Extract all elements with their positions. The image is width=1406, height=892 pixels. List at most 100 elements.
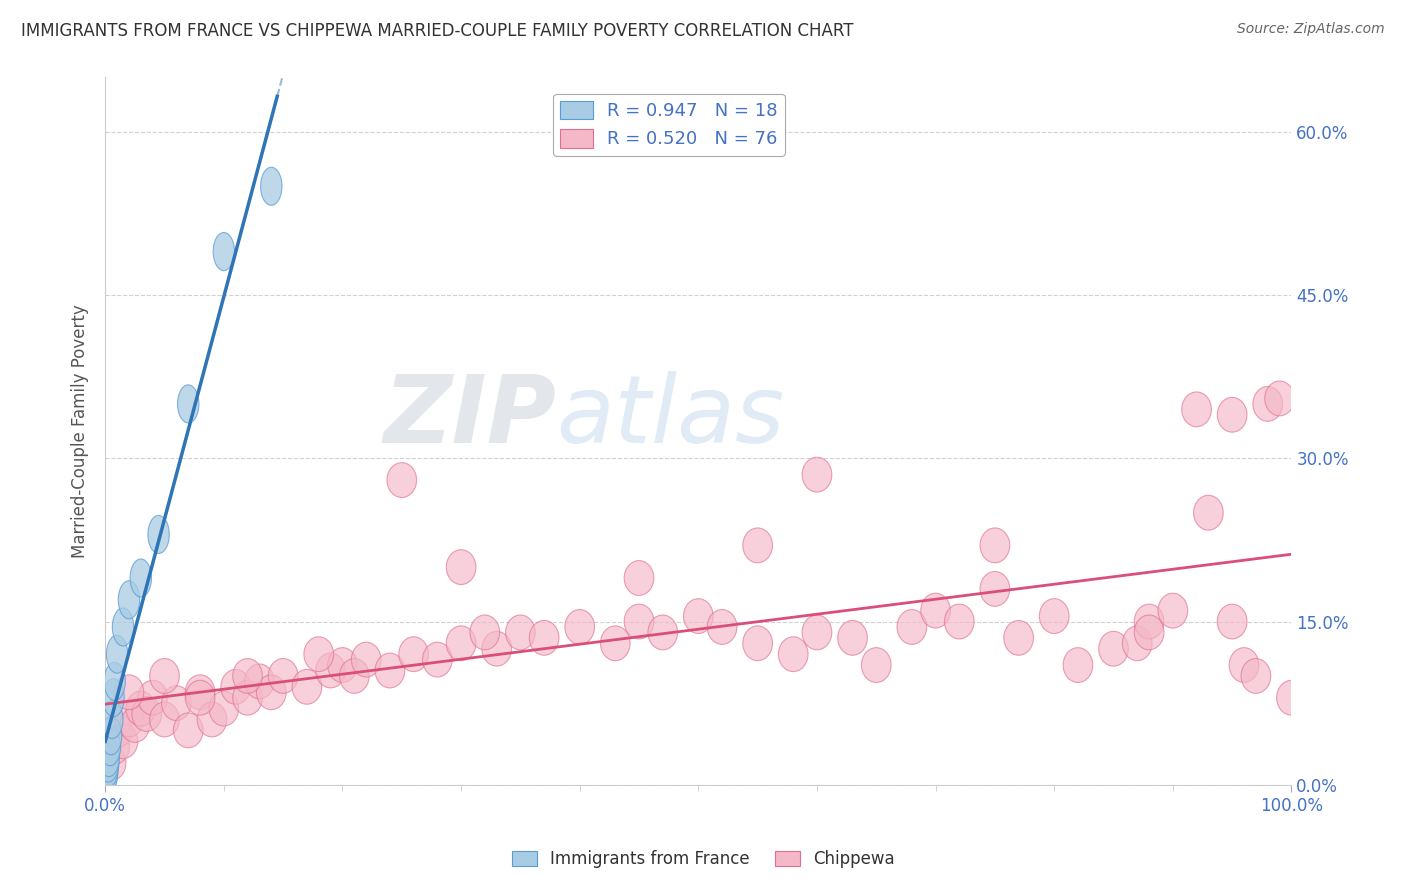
Ellipse shape <box>114 675 143 710</box>
Ellipse shape <box>103 679 124 717</box>
Ellipse shape <box>120 707 149 742</box>
Ellipse shape <box>446 549 475 584</box>
Ellipse shape <box>838 621 868 656</box>
Ellipse shape <box>742 528 772 563</box>
Ellipse shape <box>173 713 202 747</box>
Ellipse shape <box>779 637 808 672</box>
Ellipse shape <box>1218 604 1247 639</box>
Ellipse shape <box>1229 648 1258 682</box>
Text: IMMIGRANTS FROM FRANCE VS CHIPPEWA MARRIED-COUPLE FAMILY POVERTY CORRELATION CHA: IMMIGRANTS FROM FRANCE VS CHIPPEWA MARRI… <box>21 22 853 40</box>
Ellipse shape <box>506 615 536 649</box>
Ellipse shape <box>1159 593 1188 628</box>
Ellipse shape <box>387 463 416 498</box>
Ellipse shape <box>162 686 191 721</box>
Ellipse shape <box>399 637 429 672</box>
Ellipse shape <box>980 528 1010 563</box>
Ellipse shape <box>423 642 453 677</box>
Ellipse shape <box>101 700 122 739</box>
Ellipse shape <box>980 572 1010 607</box>
Ellipse shape <box>138 681 167 715</box>
Ellipse shape <box>112 608 134 646</box>
Ellipse shape <box>233 658 263 693</box>
Ellipse shape <box>1135 604 1164 639</box>
Ellipse shape <box>221 669 250 704</box>
Ellipse shape <box>118 581 139 619</box>
Ellipse shape <box>1253 386 1282 421</box>
Ellipse shape <box>707 609 737 644</box>
Ellipse shape <box>316 653 346 688</box>
Text: atlas: atlas <box>555 371 785 462</box>
Ellipse shape <box>446 626 475 661</box>
Ellipse shape <box>97 749 118 788</box>
Ellipse shape <box>100 730 129 764</box>
Ellipse shape <box>339 658 370 693</box>
Ellipse shape <box>292 669 322 704</box>
Ellipse shape <box>107 635 128 673</box>
Ellipse shape <box>131 559 152 597</box>
Ellipse shape <box>100 717 122 755</box>
Ellipse shape <box>209 691 239 726</box>
Ellipse shape <box>375 653 405 688</box>
Ellipse shape <box>1265 381 1295 416</box>
Ellipse shape <box>1135 615 1164 649</box>
Ellipse shape <box>97 744 120 782</box>
Ellipse shape <box>862 648 891 682</box>
Ellipse shape <box>600 626 630 661</box>
Ellipse shape <box>803 458 832 492</box>
Ellipse shape <box>470 615 499 649</box>
Legend: R = 0.947   N = 18, R = 0.520   N = 76: R = 0.947 N = 18, R = 0.520 N = 76 <box>553 94 785 156</box>
Ellipse shape <box>148 516 169 554</box>
Ellipse shape <box>1004 621 1033 656</box>
Ellipse shape <box>1039 599 1069 633</box>
Ellipse shape <box>127 691 156 726</box>
Text: Source: ZipAtlas.com: Source: ZipAtlas.com <box>1237 22 1385 37</box>
Ellipse shape <box>304 637 333 672</box>
Ellipse shape <box>897 609 927 644</box>
Ellipse shape <box>1277 681 1306 715</box>
Ellipse shape <box>186 675 215 710</box>
Ellipse shape <box>328 648 357 682</box>
Ellipse shape <box>100 728 121 765</box>
Ellipse shape <box>648 615 678 649</box>
Ellipse shape <box>482 632 512 666</box>
Ellipse shape <box>177 384 198 423</box>
Ellipse shape <box>1098 632 1129 666</box>
Ellipse shape <box>269 658 298 693</box>
Ellipse shape <box>97 746 127 780</box>
Legend: Immigrants from France, Chippewa: Immigrants from France, Chippewa <box>505 844 901 875</box>
Ellipse shape <box>197 702 226 737</box>
Ellipse shape <box>114 702 143 737</box>
Ellipse shape <box>104 663 125 700</box>
Ellipse shape <box>1194 495 1223 530</box>
Ellipse shape <box>186 681 215 715</box>
Ellipse shape <box>108 723 138 758</box>
Ellipse shape <box>149 702 180 737</box>
Ellipse shape <box>529 621 560 656</box>
Ellipse shape <box>149 658 180 693</box>
Ellipse shape <box>1181 392 1212 426</box>
Ellipse shape <box>1122 626 1152 661</box>
Ellipse shape <box>624 604 654 639</box>
Y-axis label: Married-Couple Family Poverty: Married-Couple Family Poverty <box>72 304 89 558</box>
Ellipse shape <box>98 739 120 777</box>
Ellipse shape <box>103 713 132 747</box>
Ellipse shape <box>921 593 950 628</box>
Ellipse shape <box>565 609 595 644</box>
Ellipse shape <box>945 604 974 639</box>
Ellipse shape <box>260 167 283 205</box>
Ellipse shape <box>742 626 772 661</box>
Ellipse shape <box>214 233 235 270</box>
Ellipse shape <box>624 560 654 596</box>
Ellipse shape <box>245 664 274 698</box>
Ellipse shape <box>1241 658 1271 693</box>
Ellipse shape <box>256 675 285 710</box>
Text: ZIP: ZIP <box>382 371 555 463</box>
Ellipse shape <box>97 755 118 793</box>
Ellipse shape <box>132 697 162 731</box>
Ellipse shape <box>803 615 832 649</box>
Ellipse shape <box>683 599 713 633</box>
Ellipse shape <box>1063 648 1092 682</box>
Ellipse shape <box>1218 397 1247 433</box>
Ellipse shape <box>233 681 263 715</box>
Ellipse shape <box>352 642 381 677</box>
